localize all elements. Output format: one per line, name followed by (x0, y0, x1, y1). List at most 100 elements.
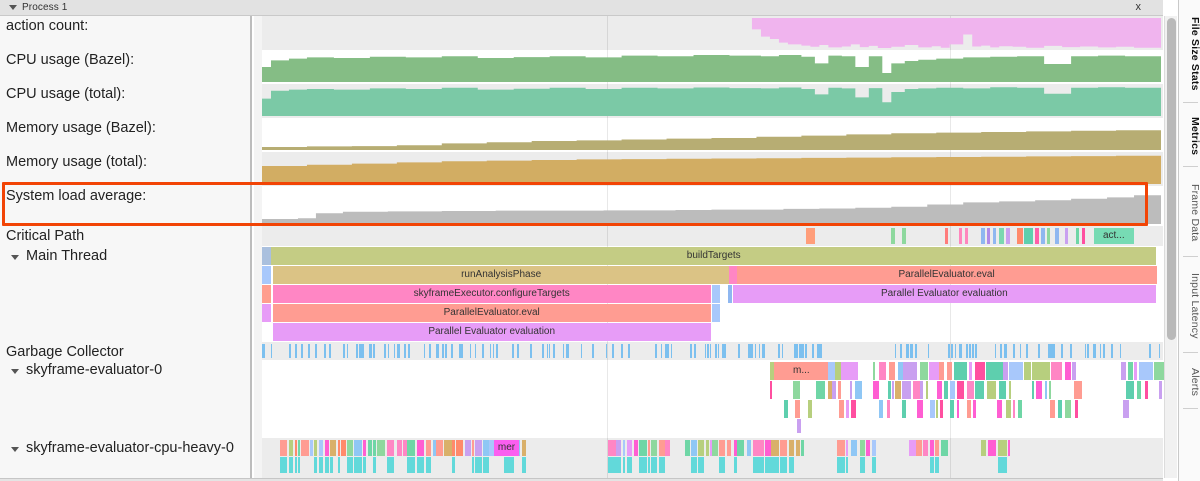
gc-tick[interactable] (968, 344, 971, 358)
cpu-heavy-flame-box[interactable] (309, 440, 313, 456)
track-label-critical-path[interactable]: Critical Path (0, 226, 250, 246)
skyframe-flame-box[interactable] (939, 400, 944, 418)
cpu-heavy-flame-box[interactable] (354, 457, 362, 473)
flame-box-labeled[interactable]: runAnalysisPhase (272, 266, 730, 284)
flame-box[interactable] (262, 247, 271, 265)
cpu-heavy-flame-box[interactable] (981, 440, 987, 456)
skyframe-flame-box[interactable] (1127, 362, 1133, 380)
skyframe-flame-box[interactable] (841, 362, 858, 380)
cpu-heavy-flame-box[interactable] (451, 440, 456, 456)
caret-down-icon[interactable] (9, 5, 17, 10)
gc-tick[interactable] (754, 344, 756, 358)
cpu-heavy-flame-box[interactable] (337, 457, 341, 473)
skyframe-flame-box[interactable] (939, 362, 945, 380)
cpu-heavy-flame-box[interactable] (998, 457, 1007, 473)
skyframe-flame-box[interactable] (796, 419, 801, 433)
cpu-heavy-flame-box[interactable] (329, 440, 334, 456)
close-icon[interactable]: x (1135, 1, 1142, 13)
gc-tick[interactable] (1025, 344, 1028, 358)
cpu-heavy-flame-box[interactable] (929, 457, 935, 473)
cpu-heavy-flame-box[interactable] (386, 457, 395, 473)
skyframe-flame-box[interactable] (916, 400, 923, 418)
gc-tick[interactable] (530, 344, 533, 358)
tab-file-size-stats[interactable]: File Size Stats (1189, 17, 1200, 91)
cpu-heavy-flame-box[interactable] (489, 440, 496, 456)
skyframe-flame-box[interactable] (1032, 362, 1051, 380)
critical-path-segment[interactable] (1024, 228, 1034, 244)
gc-tick[interactable] (723, 344, 727, 358)
gc-tick[interactable] (397, 344, 400, 358)
skyframe-flame-box[interactable] (1137, 381, 1142, 399)
skyframe-flame-box[interactable] (795, 400, 801, 418)
cpu-heavy-flame-box[interactable] (329, 457, 334, 473)
skyframe-flame-box[interactable] (929, 362, 939, 380)
critical-path-segment[interactable] (805, 228, 815, 244)
skyframe-flame-box[interactable] (891, 381, 895, 399)
cpu-heavy-flame-box[interactable] (837, 440, 845, 456)
gc-tick[interactable] (1158, 344, 1160, 358)
critical-path-segment[interactable] (999, 228, 1004, 244)
gc-tick[interactable] (1100, 344, 1102, 358)
cpu-heavy-flame-box[interactable] (705, 440, 710, 456)
cpu-heavy-flame-box[interactable] (710, 440, 713, 456)
cpu-heavy-flame-box[interactable] (623, 457, 626, 473)
skyframe-flame-box[interactable] (1058, 400, 1063, 418)
critical-path-segment[interactable] (945, 228, 948, 244)
cpu-heavy-flame-box[interactable] (377, 440, 386, 456)
gc-tick[interactable] (709, 344, 711, 358)
gc-tick[interactable] (612, 344, 615, 358)
cpu-heavy-flame-box[interactable] (608, 440, 616, 456)
flame-box[interactable] (711, 304, 721, 322)
gc-tick[interactable] (1069, 344, 1072, 358)
cpu-heavy-flame-box[interactable] (651, 457, 658, 473)
cpu-heavy-flame-box[interactable] (471, 440, 475, 456)
gc-tick[interactable] (373, 344, 376, 358)
cpu-heavy-flame-box[interactable] (647, 440, 650, 456)
flame-box-labeled[interactable]: skyframeExecutor.configureTargets (272, 285, 711, 303)
cpu-heavy-flame-box[interactable] (279, 440, 288, 456)
skyframe-flame-box[interactable] (985, 362, 1003, 380)
gc-tick[interactable] (800, 344, 803, 358)
cpu-heavy-flame-box[interactable] (734, 457, 737, 473)
gc-tick[interactable] (451, 344, 454, 358)
cpu-heavy-flame-box[interactable] (615, 440, 622, 456)
critical-path-segment[interactable] (1046, 228, 1051, 244)
cpu-heavy-flame-box[interactable] (521, 457, 526, 473)
gc-tick[interactable] (805, 344, 807, 358)
cpu-heavy-flame-box[interactable] (779, 440, 788, 456)
track-label-system-load[interactable]: System load average: (0, 186, 250, 226)
skyframe-flame-box[interactable] (1049, 400, 1056, 418)
skyframe-flame-box[interactable] (839, 400, 845, 418)
cpu-heavy-flame-box[interactable] (318, 457, 323, 473)
cpu-heavy-flame-box[interactable] (354, 440, 362, 456)
flame-box[interactable] (711, 285, 721, 303)
skyframe-flame-box[interactable] (902, 400, 906, 418)
cpu-heavy-flame-box[interactable] (297, 440, 301, 456)
cpu-heavy-flame-box[interactable] (297, 457, 301, 473)
skyframe-flame-box[interactable] (998, 381, 1006, 399)
skyframe-flame-box[interactable] (1071, 362, 1077, 380)
cpu-heavy-flame-box[interactable] (608, 457, 616, 473)
gc-tick[interactable] (490, 344, 492, 358)
cpu-heavy-flame-box[interactable] (789, 457, 794, 473)
gc-tick[interactable] (762, 344, 765, 358)
gc-tick[interactable] (802, 344, 805, 358)
gc-tick[interactable] (1102, 344, 1105, 358)
process-header-bar[interactable]: Process 1 x (0, 0, 1163, 16)
cpu-heavy-flame-box[interactable] (697, 457, 704, 473)
skyframe-flame-box[interactable] (944, 381, 948, 399)
gc-tick[interactable] (461, 344, 464, 358)
gc-tick[interactable] (606, 344, 608, 358)
critical-path-labeled-segment[interactable]: act... (1093, 228, 1135, 244)
gc-tick[interactable] (301, 344, 304, 358)
cpu-heavy-flame-box[interactable] (719, 440, 725, 456)
cpu-heavy-flame-box[interactable] (859, 440, 865, 456)
cpu-heavy-flame-box[interactable] (626, 457, 632, 473)
cpu-heavy-flame-box[interactable] (482, 457, 489, 473)
skyframe-flame-box[interactable] (935, 400, 939, 418)
flame-box[interactable] (729, 266, 737, 284)
cpu-heavy-flame-box[interactable] (337, 440, 341, 456)
cpu-heavy-flame-box[interactable] (734, 440, 737, 456)
skyframe-flame-box[interactable] (930, 400, 935, 418)
gc-tick[interactable] (424, 344, 426, 358)
